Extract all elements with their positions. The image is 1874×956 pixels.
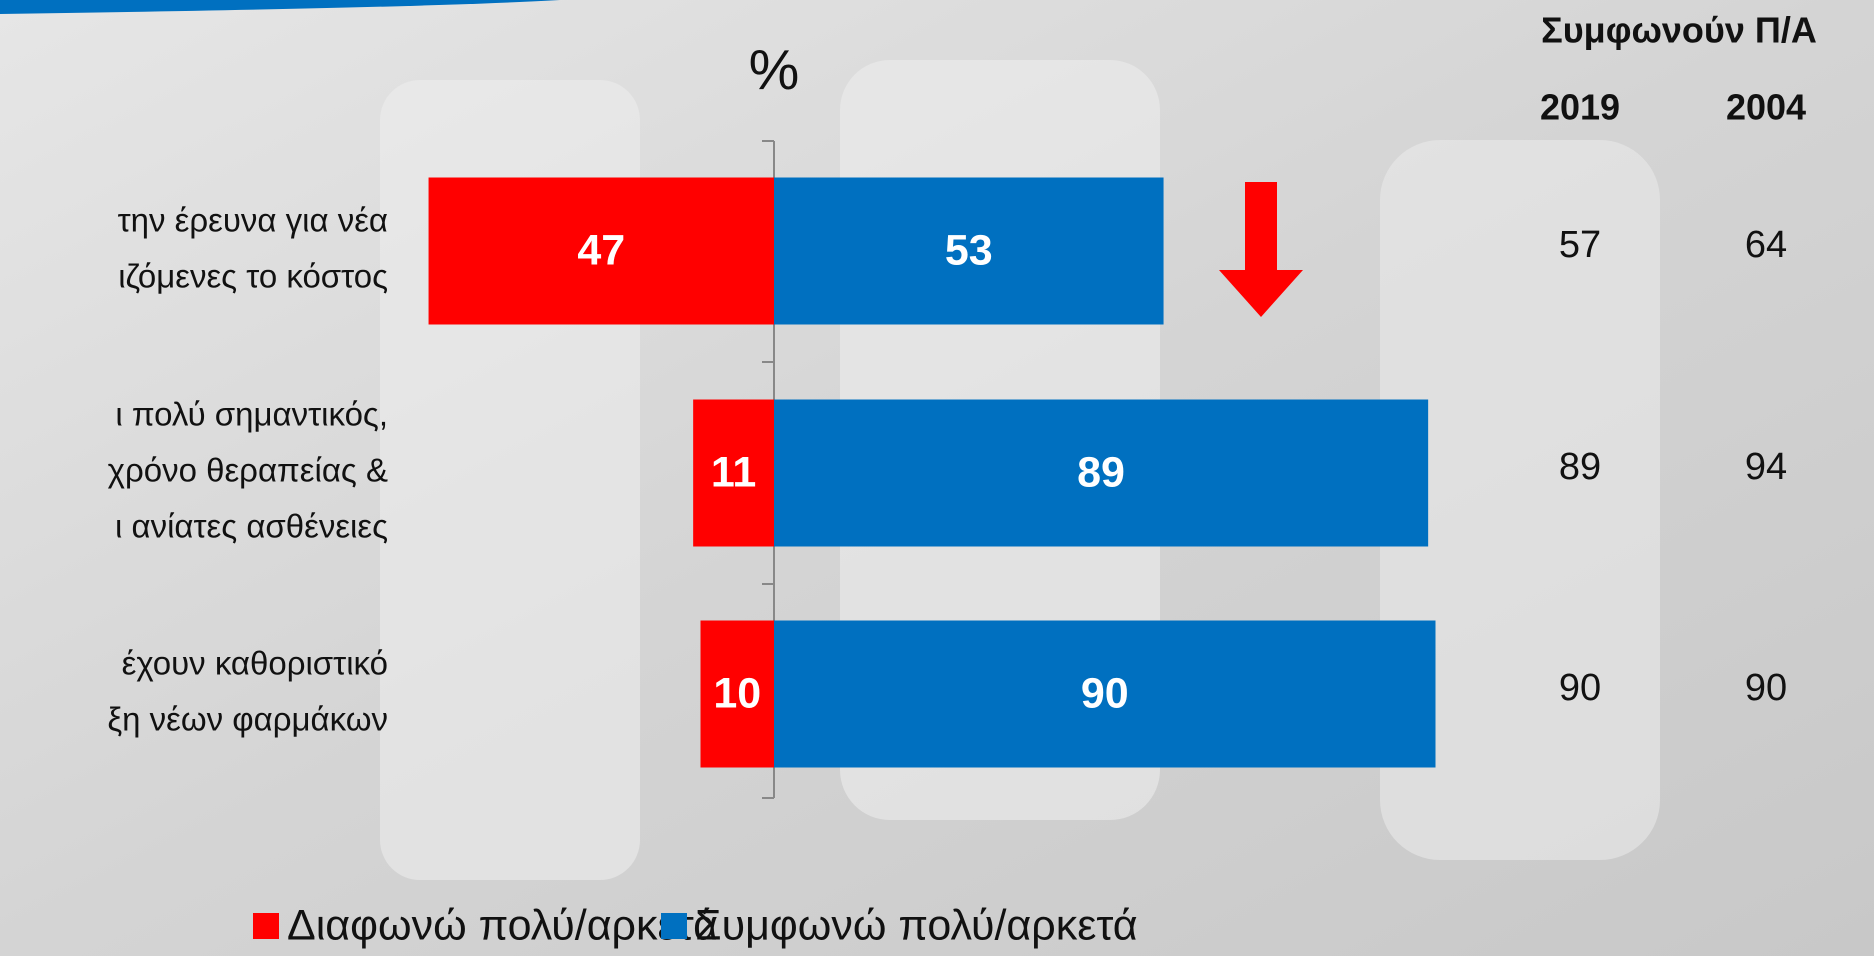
bar [700,620,774,768]
bar [774,177,1164,325]
bar [693,399,774,547]
category-label: ι πολύ σημαντικός, [115,396,388,433]
legend-swatch [661,913,687,939]
category-label: ξη νέων φαρμάκων [107,701,388,738]
legend-label: Διαφωνώ πολύ/αρκετά [287,901,718,949]
down-arrow [1219,182,1303,317]
table-cell: 90 [1745,667,1787,709]
bar [774,620,1436,768]
axis-label: % [749,38,800,102]
category-label: ιζόμενες το κόστος [118,258,388,295]
bar [774,399,1429,547]
table-cell: 89 [1559,446,1601,488]
value-label: 90 [1081,669,1129,717]
value-label: 89 [1077,448,1125,496]
background-photo [1380,140,1660,860]
table-title: Συμφωνούν Π/Α [1541,10,1817,51]
value-label: 11 [711,448,756,496]
table-cell: 64 [1745,224,1787,266]
category-label: την έρευνα για νέα [118,202,388,239]
category-label: χρόνο θεραπείας & [108,452,388,489]
table-column: 2004 [1726,87,1806,128]
table-column: 2019 [1540,87,1620,128]
value-label: 53 [945,226,993,274]
table-cell: 57 [1559,224,1601,266]
legend-label: Συμφωνώ πολύ/αρκετά [695,901,1138,949]
header-band [0,0,560,14]
table-cell: 94 [1745,446,1787,488]
bar [428,177,774,325]
table-cell: 90 [1559,667,1601,709]
category-label: έχουν καθοριστικό [122,645,388,682]
value-label: 10 [713,669,761,717]
category-label: ι ανίατες ασθένειες [115,508,388,545]
legend-swatch [253,913,279,939]
value-label: 47 [577,226,625,274]
